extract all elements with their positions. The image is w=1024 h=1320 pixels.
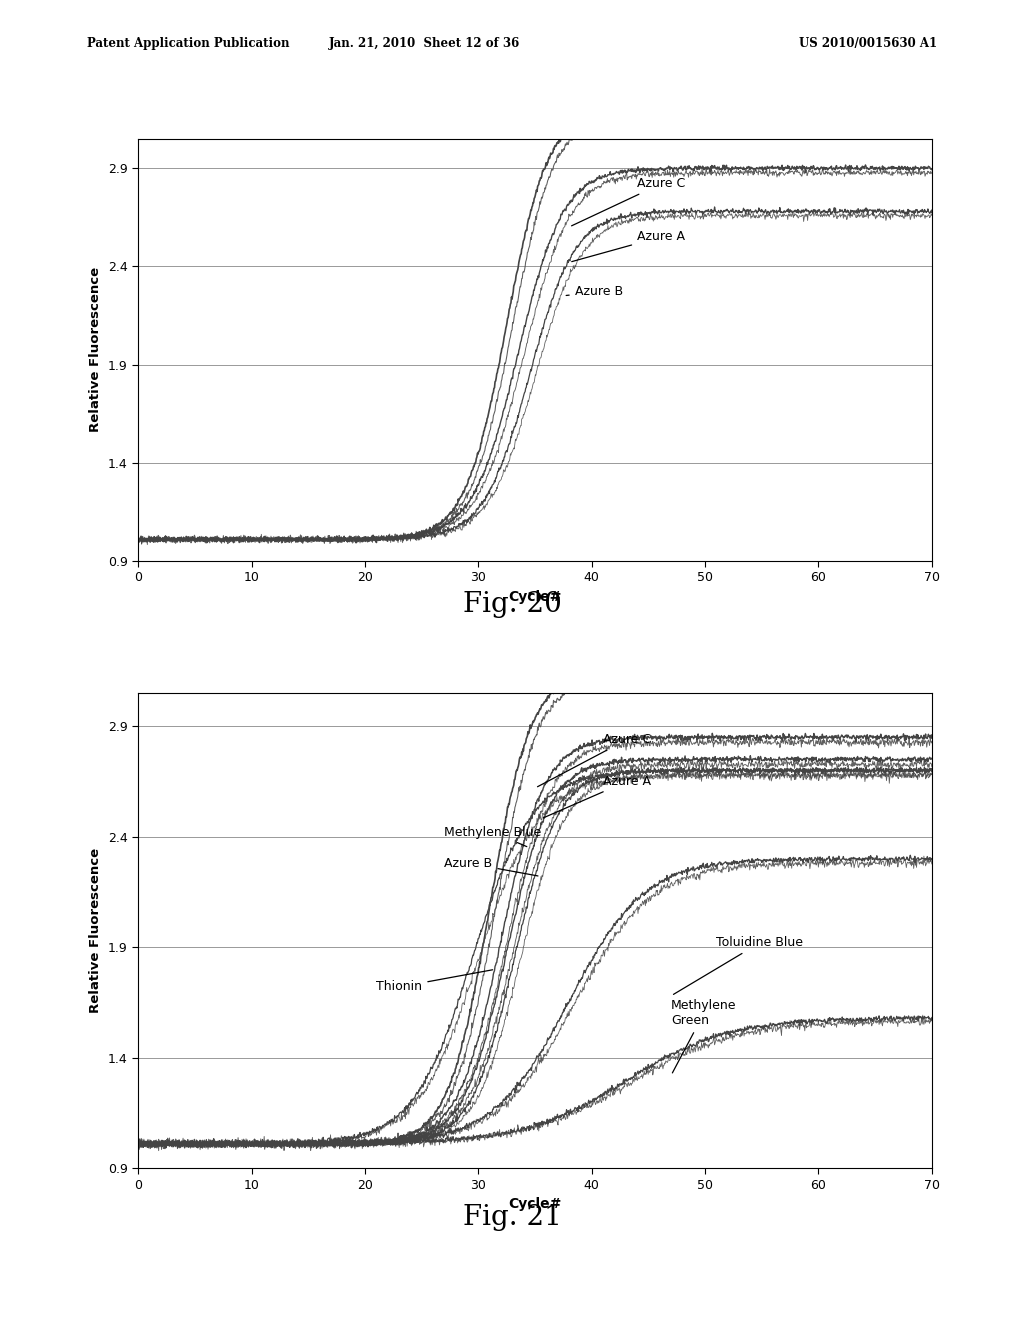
Text: Fig. 21: Fig. 21 <box>463 1204 561 1230</box>
Text: Azure B: Azure B <box>444 857 538 876</box>
Y-axis label: Relative Fluorescence: Relative Fluorescence <box>89 267 102 433</box>
Text: Azure A: Azure A <box>571 230 685 261</box>
Text: Patent Application Publication: Patent Application Publication <box>87 37 290 50</box>
X-axis label: Cycle#: Cycle# <box>508 1197 562 1212</box>
Text: Azure C: Azure C <box>571 177 685 226</box>
Text: Azure B: Azure B <box>566 285 623 298</box>
Text: Fig. 20: Fig. 20 <box>463 591 561 618</box>
Text: Methylene
Green: Methylene Green <box>671 999 736 1073</box>
Text: US 2010/0015630 A1: US 2010/0015630 A1 <box>799 37 937 50</box>
Y-axis label: Relative Fluorescence: Relative Fluorescence <box>89 847 102 1014</box>
Text: Azure C: Azure C <box>538 733 651 787</box>
Text: Azure A: Azure A <box>544 775 651 818</box>
Text: Jan. 21, 2010  Sheet 12 of 36: Jan. 21, 2010 Sheet 12 of 36 <box>330 37 520 50</box>
Text: Methylene Blue: Methylene Blue <box>444 826 542 846</box>
Text: Toluidine Blue: Toluidine Blue <box>674 936 804 994</box>
X-axis label: Cycle#: Cycle# <box>508 590 562 605</box>
Text: Thionin: Thionin <box>377 970 493 994</box>
